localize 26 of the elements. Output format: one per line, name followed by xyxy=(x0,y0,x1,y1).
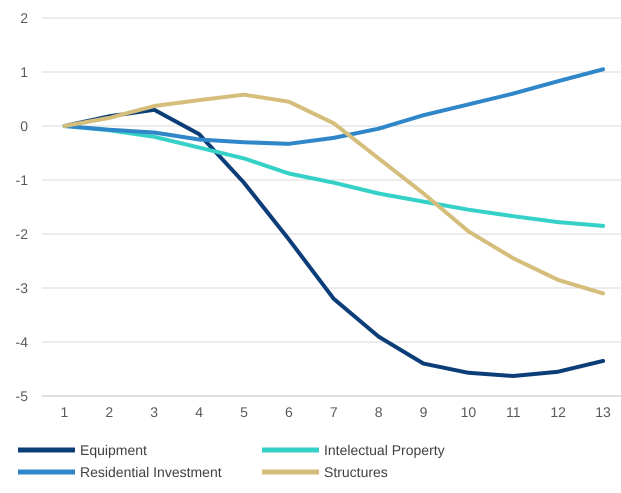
y-tick-label: 1 xyxy=(20,64,28,80)
y-tick-label: 2 xyxy=(20,10,28,26)
x-tick-label: 3 xyxy=(150,404,158,420)
x-tick-label: 13 xyxy=(595,404,612,420)
legend-label: Residential Investment xyxy=(80,464,222,480)
x-tick-label: 9 xyxy=(420,404,428,420)
y-tick-label: -1 xyxy=(16,172,28,188)
x-tick-label: 2 xyxy=(105,404,114,420)
x-tick-label: 6 xyxy=(284,404,293,420)
legend-label: Intelectual Property xyxy=(324,442,445,458)
x-tick-label: 11 xyxy=(506,404,521,420)
y-tick-label: 0 xyxy=(20,118,28,134)
y-tick-label: -2 xyxy=(16,226,28,242)
y-tick-label: -3 xyxy=(16,280,28,296)
x-tick-label: 4 xyxy=(195,404,204,420)
x-tick-label: 10 xyxy=(460,404,476,420)
x-tick-label: 12 xyxy=(550,404,566,420)
y-tick-label: -4 xyxy=(16,334,28,350)
x-tick-label: 5 xyxy=(240,404,248,420)
x-tick-label: 1 xyxy=(60,404,69,420)
x-tick-label: 8 xyxy=(374,404,383,420)
legend-label: Structures xyxy=(324,464,388,480)
legend-label: Equipment xyxy=(80,442,148,458)
x-tick-label: 7 xyxy=(330,404,338,420)
y-tick-label: -5 xyxy=(16,388,28,404)
line-series xyxy=(62,92,606,296)
